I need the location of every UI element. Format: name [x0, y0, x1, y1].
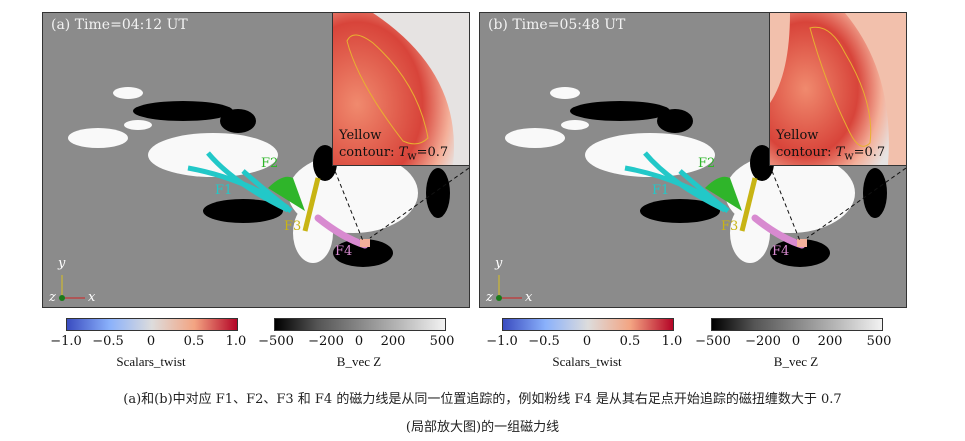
label-f3: F3: [284, 219, 302, 234]
field-lines-f2: [268, 176, 305, 211]
inset-label: contour:: [776, 145, 836, 160]
label-f4: F4: [335, 244, 353, 259]
tw-subscript: w: [844, 149, 854, 163]
twist-colorbar-title: Scalars_twist: [552, 354, 622, 369]
bz-tick: 0: [791, 334, 801, 349]
axis-label-x: x: [88, 290, 96, 305]
twist-tick: 1.0: [661, 334, 683, 349]
panel-b: (b) Time=05:48 UT Yellow contour: Tw=0.7 …: [479, 12, 907, 308]
bz-tick: −200: [308, 334, 344, 349]
twist-tick: −1.0: [50, 334, 82, 349]
tw-symbol: T: [398, 145, 408, 160]
tw-subscript: w: [407, 149, 417, 163]
yellow-contour: [809, 26, 872, 147]
panel-title: (b) Time=05:48 UT: [488, 17, 626, 33]
label-f2: F2: [261, 156, 279, 171]
twist-tick: 0.5: [619, 334, 641, 349]
twist-colorbar: [502, 318, 674, 331]
bz-tick: 500: [866, 334, 892, 349]
twist-colorbar: [66, 318, 238, 331]
field-lines-f2: [705, 176, 742, 211]
tw-value: =0.7: [416, 145, 449, 160]
panel-a: (a) Time=04:12 UT Yellow contour: Tw=0.7 …: [42, 12, 470, 308]
twist-tick: −1.0: [486, 334, 518, 349]
bz-colorbar: [711, 318, 883, 331]
label-f4: F4: [772, 244, 790, 259]
bz-tick: 0: [354, 334, 364, 349]
axis-label-z: z: [486, 290, 493, 305]
label-f1: F1: [215, 183, 233, 198]
axis-label-z: z: [49, 290, 56, 305]
zoom-inset: Yellow contour: Tw=0.7: [332, 13, 469, 166]
figure-caption-line2: (局部放大图)的一组磁力线: [405, 420, 560, 435]
field-lines-f3: [739, 177, 758, 232]
tw-value: =0.7: [853, 145, 886, 160]
inset-label: Yellow: [339, 128, 382, 143]
twist-tick: 0: [582, 334, 592, 349]
bz-tick: 500: [429, 334, 455, 349]
bz-colorbar-title: B_vec Z: [336, 354, 382, 369]
bz-tick: −500: [258, 334, 294, 349]
label-f1: F1: [652, 183, 670, 198]
bz-tick: −200: [745, 334, 781, 349]
field-lines-f1: [187, 151, 293, 213]
field-lines-f3: [302, 177, 321, 232]
axis-label-y: y: [495, 256, 503, 271]
label-f2: F2: [698, 156, 716, 171]
twist-tick: −0.5: [92, 334, 124, 349]
label-f3: F3: [721, 219, 739, 234]
bz-tick: 200: [380, 334, 406, 349]
tw-symbol: T: [835, 145, 845, 160]
zoom-inset: Yellow contour: Tw=0.7: [769, 13, 906, 166]
twist-colorbar-title: Scalars_twist: [116, 354, 186, 369]
bz-tick: −500: [695, 334, 731, 349]
twist-tick: −0.5: [528, 334, 560, 349]
twist-tick: 0.5: [183, 334, 205, 349]
bz-tick: 200: [817, 334, 843, 349]
inset-label: contour:: [339, 145, 399, 160]
axis-label-y: y: [58, 256, 66, 271]
panel-title: (a) Time=04:12 UT: [51, 17, 188, 33]
figure-caption-line1: (a)和(b)中对应 F1、F2、F3 和 F4 的磁力线是从同一位置追踪的，例…: [123, 392, 842, 407]
twist-tick: 0: [146, 334, 156, 349]
field-lines-f1: [624, 151, 730, 213]
twist-tick: 1.0: [225, 334, 247, 349]
axis-label-x: x: [525, 290, 533, 305]
inset-label: Yellow: [776, 128, 819, 143]
bz-colorbar-title: B_vec Z: [773, 354, 819, 369]
yellow-contour: [346, 34, 429, 145]
bz-colorbar: [274, 318, 446, 331]
